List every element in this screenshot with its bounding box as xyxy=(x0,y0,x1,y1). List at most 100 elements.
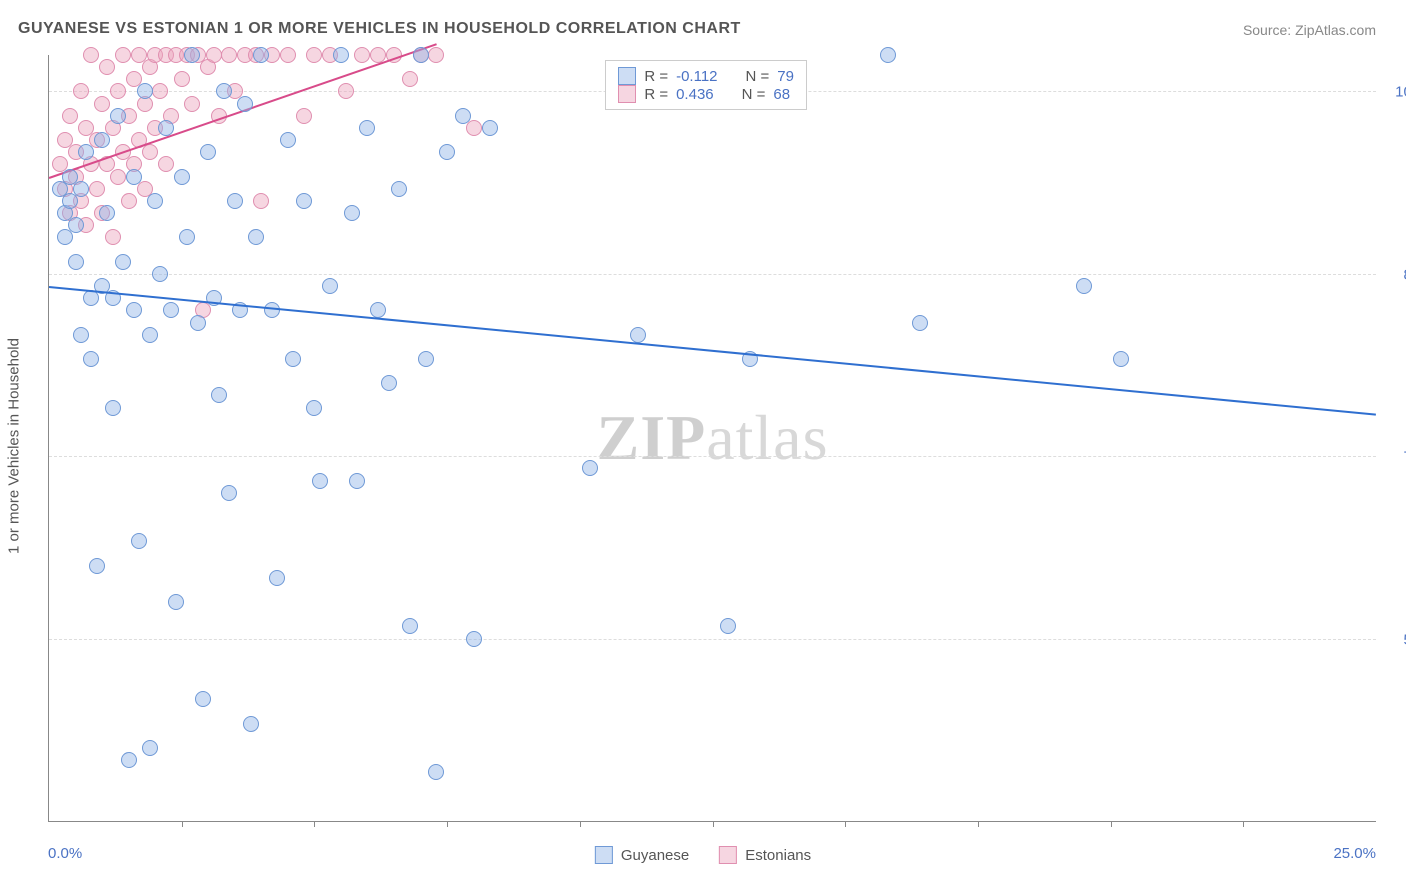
corr-swatch-guyanese xyxy=(618,67,636,85)
x-axis-min-label: 0.0% xyxy=(48,845,82,862)
series-legend: Guyanese Estonians xyxy=(595,846,811,864)
corr-r-label: R = xyxy=(644,68,668,85)
data-point-guyanese xyxy=(370,302,386,318)
legend-swatch-estonians xyxy=(719,846,737,864)
data-point-estonians xyxy=(306,47,322,63)
data-point-guyanese xyxy=(253,47,269,63)
data-point-estonians xyxy=(296,108,312,124)
corr-r-label: R = xyxy=(644,86,668,103)
data-point-guyanese xyxy=(227,193,243,209)
corr-swatch-estonians xyxy=(618,85,636,103)
x-tick xyxy=(1111,821,1112,827)
data-point-guyanese xyxy=(131,533,147,549)
watermark-atlas: atlas xyxy=(706,402,828,473)
x-tick xyxy=(1243,821,1244,827)
y-tick-label: 100.0% xyxy=(1395,84,1406,101)
data-point-guyanese xyxy=(349,473,365,489)
corr-row-estonians: R =0.436N =68 xyxy=(618,85,794,103)
data-point-guyanese xyxy=(190,315,206,331)
data-point-estonians xyxy=(99,59,115,75)
corr-n-label: N = xyxy=(742,86,766,103)
data-point-estonians xyxy=(152,83,168,99)
data-point-guyanese xyxy=(221,485,237,501)
data-point-guyanese xyxy=(264,302,280,318)
data-point-guyanese xyxy=(158,120,174,136)
corr-r-value-guyanese: -0.112 xyxy=(676,68,717,85)
data-point-guyanese xyxy=(94,132,110,148)
data-point-guyanese xyxy=(211,387,227,403)
data-point-guyanese xyxy=(912,315,928,331)
x-axis-max-label: 25.0% xyxy=(1333,845,1376,862)
data-point-guyanese xyxy=(200,144,216,160)
data-point-estonians xyxy=(174,71,190,87)
data-point-estonians xyxy=(142,144,158,160)
data-point-guyanese xyxy=(105,400,121,416)
source-label: Source: ZipAtlas.com xyxy=(1243,22,1376,38)
data-point-estonians xyxy=(338,83,354,99)
corr-row-guyanese: R =-0.112N =79 xyxy=(618,67,794,85)
x-tick xyxy=(182,821,183,827)
data-point-guyanese xyxy=(184,47,200,63)
data-point-guyanese xyxy=(152,266,168,282)
data-point-guyanese xyxy=(216,83,232,99)
x-tick xyxy=(447,821,448,827)
data-point-guyanese xyxy=(83,351,99,367)
data-point-guyanese xyxy=(1076,278,1092,294)
correlation-legend: R =-0.112N =79R =0.436N =68 xyxy=(605,60,807,110)
data-point-guyanese xyxy=(285,351,301,367)
data-point-guyanese xyxy=(322,278,338,294)
grid-line: 70.0% xyxy=(49,456,1376,457)
data-point-guyanese xyxy=(880,47,896,63)
data-point-estonians xyxy=(221,47,237,63)
data-point-guyanese xyxy=(312,473,328,489)
data-point-guyanese xyxy=(455,108,471,124)
data-point-guyanese xyxy=(269,570,285,586)
data-point-guyanese xyxy=(89,558,105,574)
data-point-guyanese xyxy=(466,631,482,647)
data-point-guyanese xyxy=(381,375,397,391)
corr-n-value-estonians: 68 xyxy=(773,86,790,103)
data-point-guyanese xyxy=(439,144,455,160)
watermark-zip: ZIP xyxy=(597,402,707,473)
plot-area: ZIPatlas 55.0%70.0%85.0%100.0% xyxy=(48,55,1376,822)
data-point-estonians xyxy=(89,181,105,197)
legend-label-guyanese: Guyanese xyxy=(621,847,689,864)
data-point-guyanese xyxy=(137,83,153,99)
data-point-estonians xyxy=(73,83,89,99)
data-point-guyanese xyxy=(195,691,211,707)
data-point-estonians xyxy=(402,71,418,87)
data-point-guyanese xyxy=(168,594,184,610)
data-point-guyanese xyxy=(418,351,434,367)
data-point-estonians xyxy=(466,120,482,136)
data-point-guyanese xyxy=(333,47,349,63)
data-point-guyanese xyxy=(99,205,115,221)
x-tick xyxy=(580,821,581,827)
data-point-estonians xyxy=(428,47,444,63)
legend-label-estonians: Estonians xyxy=(745,847,811,864)
data-point-guyanese xyxy=(147,193,163,209)
data-point-guyanese xyxy=(68,217,84,233)
x-tick xyxy=(845,821,846,827)
chart-title: GUYANESE VS ESTONIAN 1 OR MORE VEHICLES … xyxy=(18,20,741,38)
data-point-estonians xyxy=(110,83,126,99)
data-point-guyanese xyxy=(482,120,498,136)
data-point-estonians xyxy=(115,47,131,63)
data-point-guyanese xyxy=(78,144,94,160)
grid-line: 55.0% xyxy=(49,639,1376,640)
data-point-guyanese xyxy=(402,618,418,634)
data-point-estonians xyxy=(158,156,174,172)
data-point-estonians xyxy=(110,169,126,185)
data-point-estonians xyxy=(94,96,110,112)
data-point-guyanese xyxy=(142,327,158,343)
data-point-guyanese xyxy=(163,302,179,318)
data-point-estonians xyxy=(121,193,137,209)
data-point-guyanese xyxy=(174,169,190,185)
grid-line: 85.0% xyxy=(49,274,1376,275)
data-point-guyanese xyxy=(344,205,360,221)
data-point-guyanese xyxy=(126,169,142,185)
data-point-guyanese xyxy=(237,96,253,112)
watermark: ZIPatlas xyxy=(597,401,829,475)
data-point-guyanese xyxy=(243,716,259,732)
data-point-estonians xyxy=(105,229,121,245)
legend-swatch-guyanese xyxy=(595,846,613,864)
